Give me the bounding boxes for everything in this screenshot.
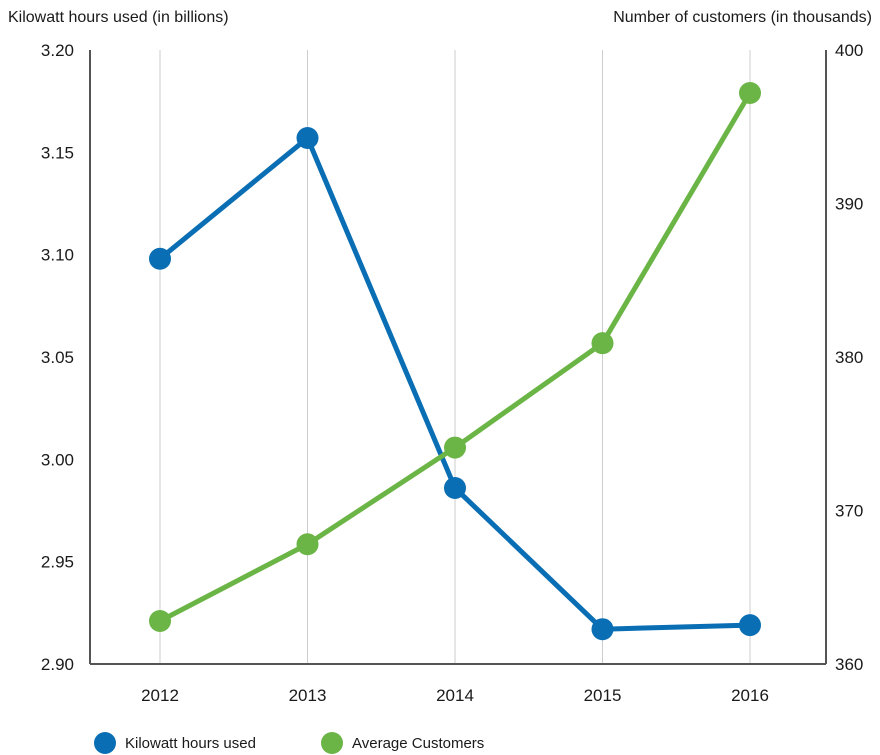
right-tick-label: 400 bbox=[835, 41, 863, 60]
left-tick-label: 3.05 bbox=[41, 348, 74, 367]
x-tick-label: 2013 bbox=[289, 686, 327, 705]
left-tick-label: 3.20 bbox=[41, 41, 74, 60]
series-2 bbox=[149, 81, 761, 633]
x-tick-label: 2015 bbox=[584, 686, 622, 705]
data-point bbox=[739, 81, 761, 104]
series-layer bbox=[149, 81, 761, 641]
left-tick-label: 3.15 bbox=[41, 143, 74, 162]
left-axis-title: Kilowatt hours used (in billions) bbox=[8, 9, 229, 26]
legend-item: Kilowatt hours used bbox=[94, 732, 256, 754]
right-tick-label: 380 bbox=[835, 348, 863, 367]
data-point bbox=[591, 332, 614, 355]
right-tick-label: 390 bbox=[835, 195, 863, 214]
right-tick-label: 360 bbox=[835, 655, 863, 674]
right-axis-ticks: 400 390 380 370 360 bbox=[835, 41, 863, 674]
legend-swatch bbox=[94, 732, 116, 754]
legend-label: Kilowatt hours used bbox=[125, 735, 256, 752]
x-tick-label: 2014 bbox=[436, 686, 474, 705]
x-axis-ticks: 2012 2013 2014 2015 2016 bbox=[141, 686, 769, 705]
legend-item: Average Customers bbox=[321, 732, 484, 754]
data-point bbox=[444, 476, 466, 499]
x-tick-label: 2012 bbox=[141, 686, 179, 705]
data-point bbox=[739, 614, 761, 637]
series-1 bbox=[149, 127, 761, 641]
left-tick-label: 3.00 bbox=[41, 450, 74, 469]
right-tick-label: 370 bbox=[835, 502, 863, 521]
legend-label: Average Customers bbox=[352, 735, 484, 752]
left-axis-ticks: 3.20 3.15 3.10 3.05 3.00 2.95 2.90 bbox=[41, 41, 74, 674]
data-point bbox=[149, 247, 171, 270]
data-point bbox=[444, 436, 466, 459]
legend: Kilowatt hours used Average Customers bbox=[94, 732, 484, 754]
data-point bbox=[591, 618, 614, 641]
left-tick-label: 3.10 bbox=[41, 246, 74, 265]
left-tick-label: 2.90 bbox=[41, 655, 74, 674]
data-point bbox=[296, 533, 319, 556]
right-axis-title: Number of customers (in thousands) bbox=[613, 9, 872, 26]
data-point bbox=[149, 610, 171, 633]
vertical-gridlines bbox=[159, 50, 751, 664]
x-tick-label: 2016 bbox=[731, 686, 769, 705]
legend-swatch bbox=[321, 732, 343, 754]
axes bbox=[89, 50, 827, 665]
left-tick-label: 2.95 bbox=[41, 553, 74, 572]
data-point bbox=[296, 127, 319, 150]
